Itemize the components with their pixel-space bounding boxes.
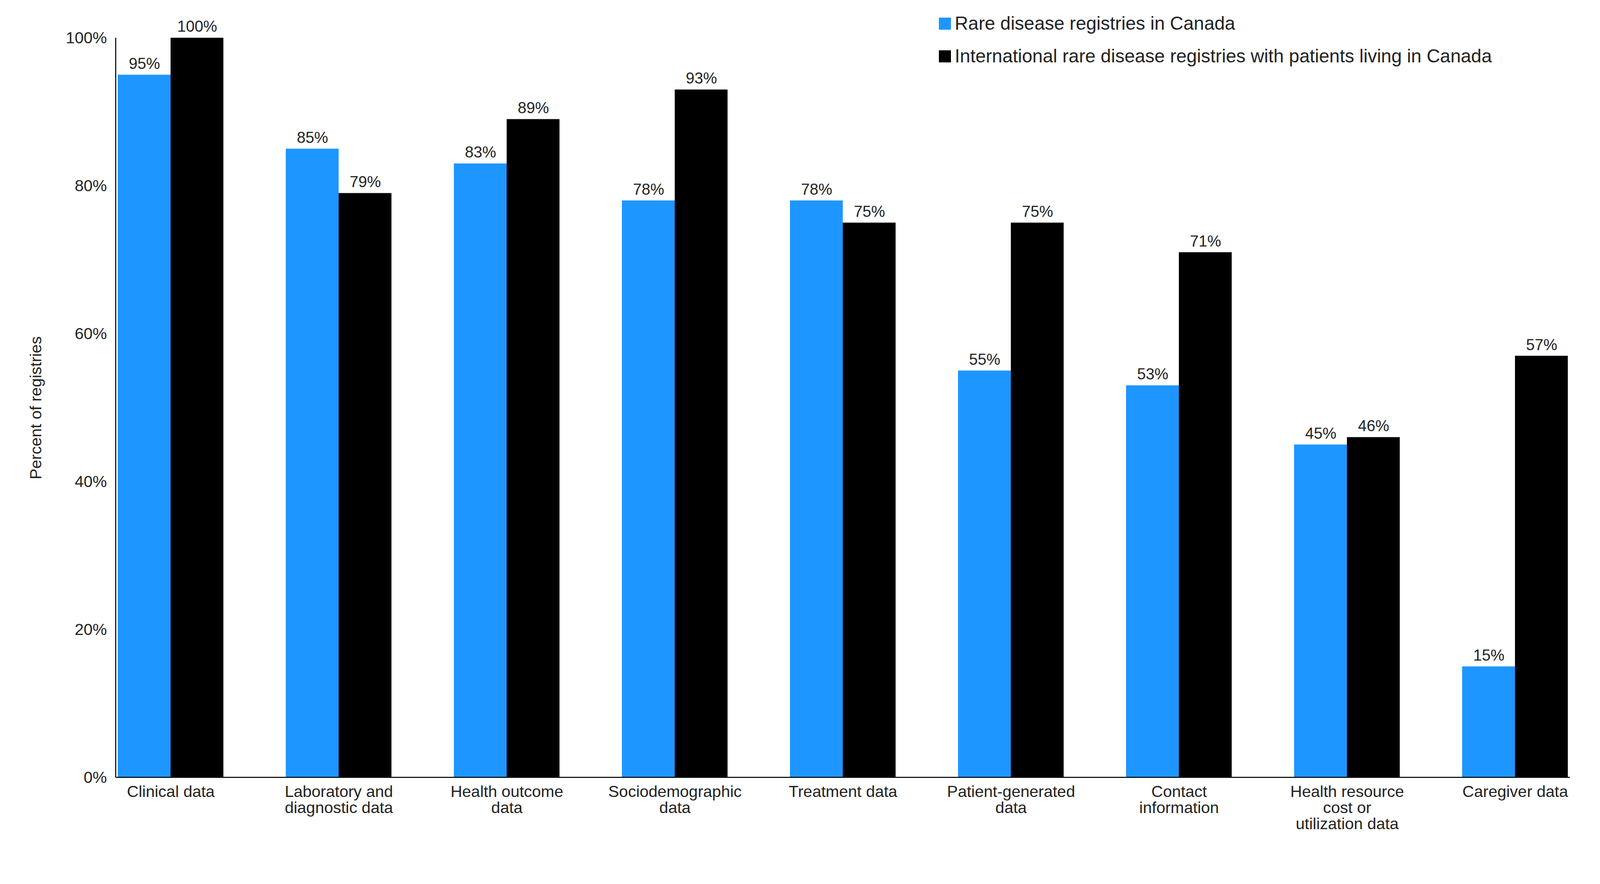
- svg-text:Contactinformation: Contactinformation: [1139, 782, 1219, 817]
- svg-text:20%: 20%: [74, 620, 107, 639]
- svg-text:57%: 57%: [1526, 336, 1558, 354]
- svg-text:53%: 53%: [1137, 365, 1169, 383]
- svg-text:79%: 79%: [349, 173, 381, 191]
- svg-text:89%: 89%: [517, 99, 549, 117]
- svg-text:Laboratory anddiagnostic data: Laboratory anddiagnostic data: [284, 782, 393, 817]
- svg-text:75%: 75%: [1021, 202, 1054, 221]
- svg-text:Percent of registries: Percent of registries: [26, 336, 45, 480]
- svg-text:Health outcomedata: Health outcomedata: [450, 782, 564, 817]
- svg-text:60%: 60%: [74, 324, 107, 343]
- svg-text:Health resourcecost orutilizat: Health resourcecost orutilization data: [1290, 782, 1405, 833]
- svg-text:80%: 80%: [74, 176, 107, 195]
- svg-text:83%: 83%: [464, 143, 497, 162]
- html-text:International rare disease reg: International rare disease registries wi…: [954, 45, 1492, 67]
- svg-text:Sociodemographicdata: Sociodemographicdata: [608, 782, 742, 817]
- svg-text:71%: 71%: [1189, 232, 1222, 251]
- svg-text:Clinical data: Clinical data: [126, 782, 215, 801]
- svg-text:100%: 100%: [177, 17, 217, 36]
- svg-text:93%: 93%: [685, 69, 717, 88]
- svg-text:Treatment data: Treatment data: [788, 782, 898, 801]
- html-text:Rare disease registries in Can: Rare disease registries in Canada: [954, 13, 1236, 34]
- svg-text:78%: 78%: [632, 180, 665, 199]
- svg-text:40%: 40%: [74, 472, 107, 491]
- svg-text:46%: 46%: [1357, 417, 1390, 435]
- svg-text:55%: 55%: [969, 350, 1001, 369]
- svg-text:Patient-generateddata: Patient-generateddata: [946, 782, 1075, 817]
- svg-text:78%: 78%: [801, 180, 833, 199]
- svg-text:0%: 0%: [83, 768, 107, 787]
- svg-text:75%: 75%: [853, 202, 886, 221]
- svg-text:95%: 95%: [128, 54, 160, 73]
- svg-text:100%: 100%: [65, 28, 108, 47]
- svg-text:45%: 45%: [1305, 424, 1337, 443]
- svg-text:85%: 85%: [296, 128, 329, 147]
- svg-text:15%: 15%: [1473, 646, 1505, 665]
- svg-text:Caregiver data: Caregiver data: [1462, 782, 1569, 801]
